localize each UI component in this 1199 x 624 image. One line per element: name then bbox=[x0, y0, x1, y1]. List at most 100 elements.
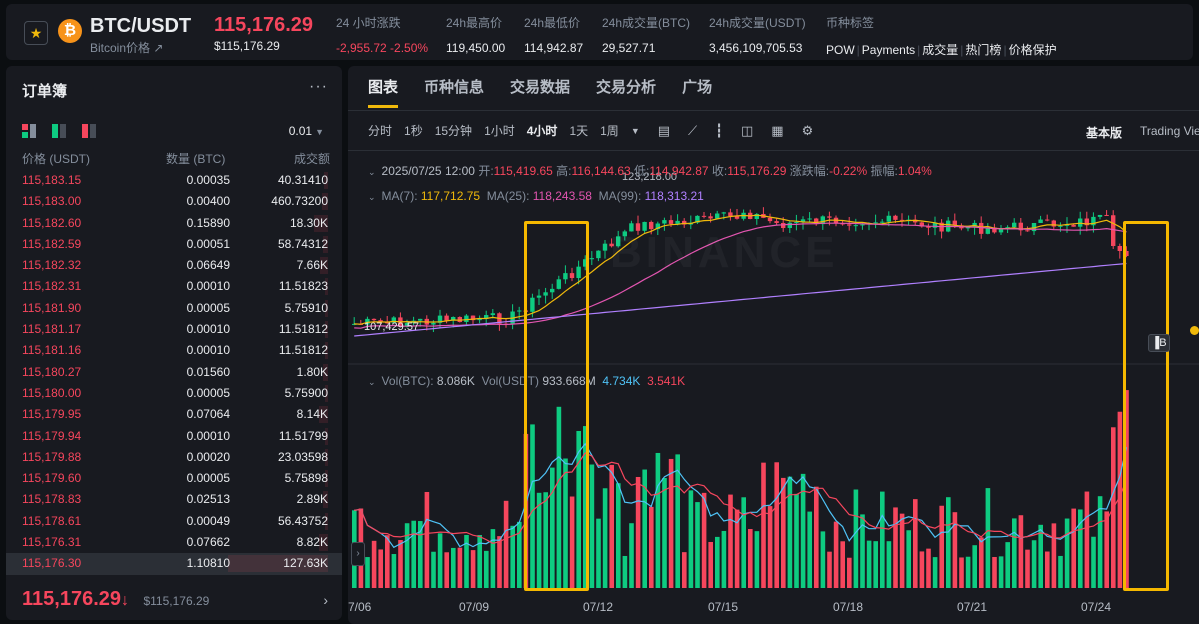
depth-bar bbox=[319, 406, 328, 424]
orderbook-last-price[interactable]: 115,176.29↓ $115,176.29 › bbox=[22, 588, 328, 611]
candle-body bbox=[992, 227, 997, 233]
orderbook-row[interactable]: 115,180.27 0.01560 1.80K bbox=[6, 362, 342, 383]
view-tradingview-button[interactable]: Trading View bbox=[1140, 124, 1199, 138]
candle-body bbox=[1051, 220, 1056, 227]
tf-15m[interactable]: 15分钟 bbox=[434, 124, 473, 138]
tab-trading-data[interactable]: 交易数据 bbox=[510, 79, 571, 96]
tf-1w[interactable]: 1周 bbox=[600, 124, 619, 138]
settings-gear-icon[interactable]: ⚙ bbox=[801, 122, 814, 138]
orderbook-row[interactable]: 115,181.17 0.00010 11.51812 bbox=[6, 319, 342, 340]
volume-bar bbox=[682, 552, 687, 588]
candle-body bbox=[899, 219, 905, 221]
tab-trading-analysis[interactable]: 交易分析 bbox=[596, 79, 657, 96]
pair-title[interactable]: BTC/USDT bbox=[90, 15, 192, 37]
orderbook-row[interactable]: 115,181.90 0.00005 5.75910 bbox=[6, 298, 342, 319]
row-qty: 0.00010 bbox=[186, 343, 230, 358]
orderbook-row[interactable]: 115,178.61 0.00049 56.43752 bbox=[6, 511, 342, 532]
view-bids-icon[interactable] bbox=[52, 124, 68, 138]
candle-body bbox=[979, 222, 984, 234]
chart-tabs: 图表 币种信息 交易数据 交易分析 广场 bbox=[368, 76, 712, 108]
collapse-caret-icon[interactable]: ⌄ bbox=[368, 192, 376, 202]
volume-bar bbox=[391, 554, 397, 588]
orderbook-row[interactable]: 115,182.31 0.00010 11.51823 bbox=[6, 276, 342, 297]
tab-coin-info[interactable]: 币种信息 bbox=[424, 79, 485, 96]
orderbook-row[interactable]: 115,179.88 0.00020 23.03598 bbox=[6, 447, 342, 468]
volume-bar bbox=[860, 514, 865, 588]
tag-pow[interactable]: POW bbox=[826, 43, 855, 57]
row-qty: 0.00400 bbox=[186, 194, 230, 209]
orderbook-row[interactable]: 115,181.16 0.00010 11.51812 bbox=[6, 340, 342, 361]
candle-body bbox=[583, 259, 588, 267]
orderbook-row[interactable]: 115,182.32 0.06649 7.66K bbox=[6, 255, 342, 276]
tf-1h[interactable]: 1小时 bbox=[484, 124, 515, 138]
scroll-left-button[interactable]: › bbox=[351, 542, 365, 566]
tag-hot[interactable]: 热门榜 bbox=[965, 43, 1002, 57]
amp-label: 振幅: bbox=[870, 164, 898, 178]
tf-1s[interactable]: 1秒 bbox=[404, 124, 423, 138]
tag-price-protection[interactable]: 价格保护 bbox=[1008, 43, 1057, 57]
orderbook-row[interactable]: 115,180.00 0.00005 5.75900 bbox=[6, 383, 342, 404]
row-qty: 0.02513 bbox=[186, 492, 230, 507]
binance-watermark: BINANCE bbox=[610, 228, 838, 278]
orderbook-row[interactable]: 115,183.00 0.00400 460.73200 bbox=[6, 191, 342, 212]
tf-4h[interactable]: 4小时 bbox=[526, 124, 558, 138]
candle-body bbox=[767, 217, 773, 222]
volume-bar bbox=[708, 541, 713, 588]
volume-bar bbox=[787, 476, 793, 588]
chart-panel: 图表 币种信息 交易数据 交易分析 广场 分时 1秒 15分钟 1小时 4小时 … bbox=[348, 66, 1199, 624]
vol-btc-label: Vol(BTC): bbox=[381, 374, 434, 388]
volume-bar bbox=[1117, 411, 1123, 588]
tab-chart[interactable]: 图表 bbox=[368, 76, 399, 108]
view-basic-button[interactable]: 基本版 bbox=[1086, 126, 1123, 140]
candle-style-icon[interactable]: ┇ bbox=[715, 122, 723, 138]
view-both-icon[interactable] bbox=[22, 124, 38, 138]
view-asks-icon[interactable] bbox=[82, 124, 98, 138]
orderbook-row[interactable]: 115,179.95 0.07064 8.14K bbox=[6, 404, 342, 425]
candlestick-chart[interactable] bbox=[348, 66, 1199, 624]
tab-square[interactable]: 广场 bbox=[682, 79, 713, 96]
row-total: 23.03598 bbox=[277, 449, 328, 464]
indicators-icon[interactable]: ◫ bbox=[740, 122, 754, 138]
more-menu-icon[interactable]: ··· bbox=[309, 78, 328, 95]
coin-tags: 币种标签 POW | Payments | 成交量 | 热门榜 | 价格保护 bbox=[826, 14, 1057, 58]
collapse-caret-icon[interactable]: ⌄ bbox=[368, 167, 376, 177]
volume-bar bbox=[583, 426, 588, 588]
chevron-right-icon[interactable]: › bbox=[323, 592, 328, 608]
volume-bar bbox=[589, 464, 595, 588]
price-line-handle[interactable] bbox=[1190, 326, 1199, 335]
low-label: 低: bbox=[634, 164, 650, 178]
tags-label: 币种标签 bbox=[826, 16, 875, 30]
orderbook-row[interactable]: 115,176.30 1.10810 127.63K bbox=[6, 553, 342, 575]
collapse-caret-icon[interactable]: ⌄ bbox=[368, 377, 376, 387]
calendar-icon[interactable]: ▤ bbox=[657, 122, 671, 138]
orderbook-row[interactable]: 115,183.15 0.00035 40.31410 bbox=[6, 170, 342, 191]
timeframe-dropdown-icon[interactable]: ▼ bbox=[630, 125, 640, 136]
row-total: 127.63K bbox=[283, 556, 328, 571]
candle-body bbox=[800, 219, 806, 223]
orderbook-row[interactable]: 115,178.83 0.02513 2.89K bbox=[6, 489, 342, 510]
orderbook-row[interactable]: 115,182.59 0.00051 58.74312 bbox=[6, 234, 342, 255]
orderbook-row[interactable]: 115,182.60 0.15890 18.30K bbox=[6, 213, 342, 234]
candle-body bbox=[451, 317, 456, 321]
tf-line[interactable]: 分时 bbox=[368, 124, 393, 138]
precision-select[interactable]: 0.01 ▼ bbox=[289, 124, 324, 138]
depth-bar bbox=[325, 448, 328, 466]
tf-1d[interactable]: 1天 bbox=[569, 124, 589, 138]
annotation-highlight-box bbox=[1123, 221, 1169, 591]
ohlc-date: 2025/07/25 12:00 bbox=[381, 164, 475, 178]
draw-tools-icon[interactable]: ⟋ bbox=[688, 122, 698, 138]
orderbook-row[interactable]: 115,176.31 0.07662 8.82K bbox=[6, 532, 342, 553]
candle-body bbox=[1018, 222, 1023, 231]
tag-payments[interactable]: Payments bbox=[861, 43, 916, 57]
candle-body bbox=[721, 212, 726, 214]
pair-subtitle-link[interactable]: Bitcoin价格 ↗ bbox=[90, 41, 164, 55]
depth-icon[interactable]: ▦ bbox=[771, 122, 784, 138]
volume-bar bbox=[998, 556, 1004, 588]
candle-body bbox=[1111, 215, 1116, 246]
favorite-star-icon[interactable]: ★ bbox=[24, 21, 48, 45]
tag-volume[interactable]: 成交量 bbox=[922, 43, 959, 57]
orderbook-row[interactable]: 115,179.94 0.00010 11.51799 bbox=[6, 426, 342, 447]
chart-mode-button[interactable]: ▐B bbox=[1148, 334, 1170, 352]
orderbook-row[interactable]: 115,179.60 0.00005 5.75898 bbox=[6, 468, 342, 489]
volume-bar bbox=[675, 454, 680, 588]
